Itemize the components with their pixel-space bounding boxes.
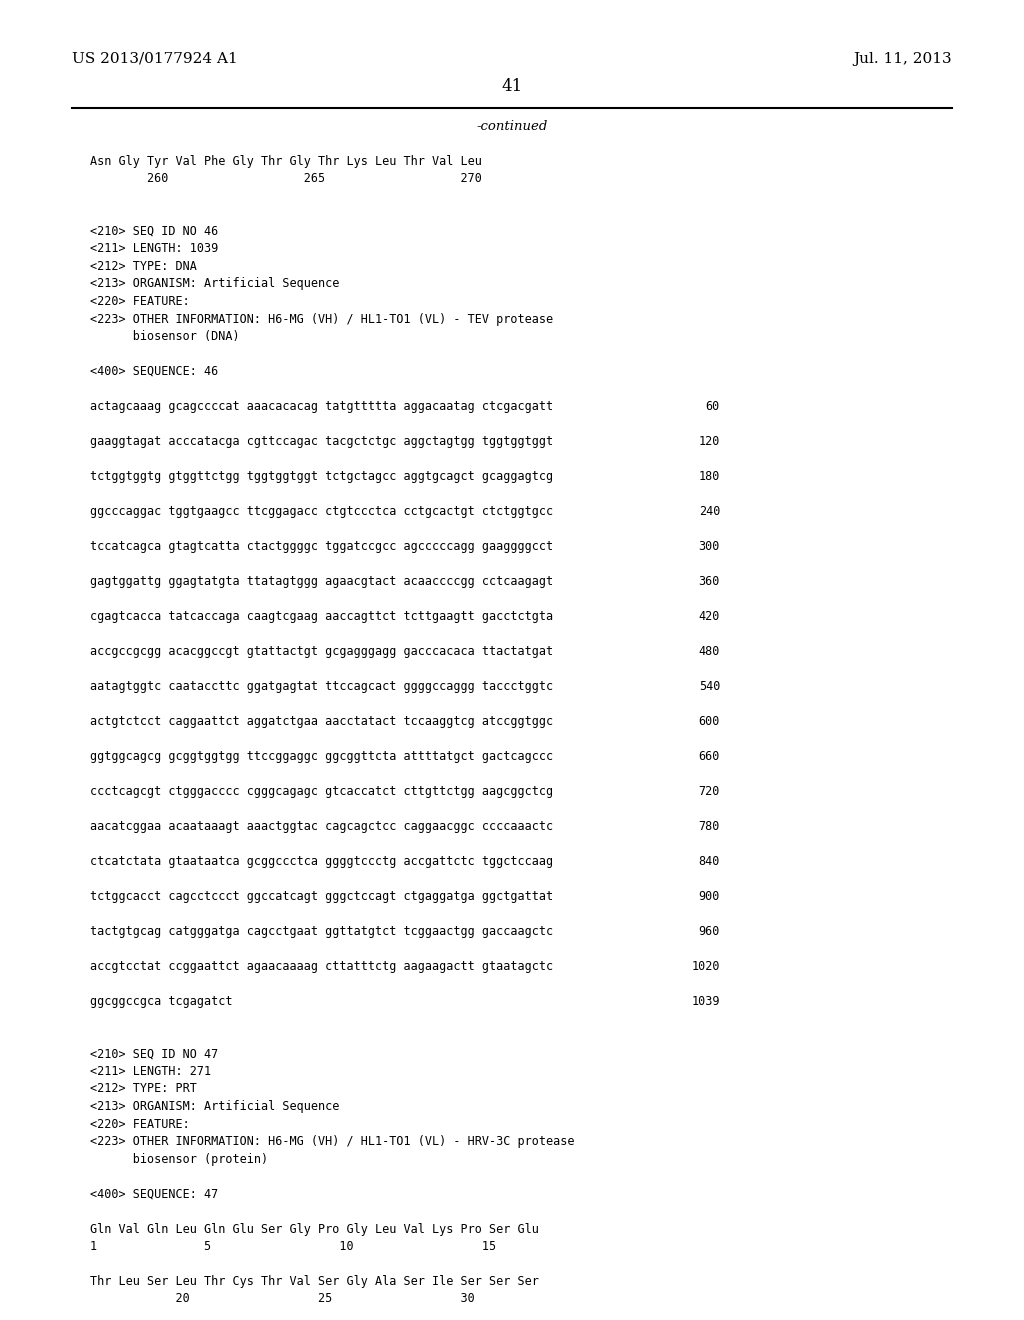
Text: ggcggccgca tcgagatct: ggcggccgca tcgagatct [90,995,232,1008]
Text: 1               5                  10                  15: 1 5 10 15 [90,1239,496,1253]
Text: <213> ORGANISM: Artificial Sequence: <213> ORGANISM: Artificial Sequence [90,1100,339,1113]
Text: 780: 780 [698,820,720,833]
Text: <223> OTHER INFORMATION: H6-MG (VH) / HL1-TO1 (VL) - HRV-3C protease: <223> OTHER INFORMATION: H6-MG (VH) / HL… [90,1135,574,1148]
Text: cgagtcacca tatcaccaga caagtcgaag aaccagttct tcttgaagtt gacctctgta: cgagtcacca tatcaccaga caagtcgaag aaccagt… [90,610,553,623]
Text: 960: 960 [698,925,720,939]
Text: tctggtggtg gtggttctgg tggtggtggt tctgctagcc aggtgcagct gcaggagtcg: tctggtggtg gtggttctgg tggtggtggt tctgcta… [90,470,553,483]
Text: accgtcctat ccggaattct agaacaaaag cttatttctg aagaagactt gtaatagctc: accgtcctat ccggaattct agaacaaaag cttattt… [90,960,553,973]
Text: 300: 300 [698,540,720,553]
Text: 480: 480 [698,645,720,657]
Text: ccctcagcgt ctgggacccc cgggcagagc gtcaccatct cttgttctgg aagcggctcg: ccctcagcgt ctgggacccc cgggcagagc gtcacca… [90,785,553,799]
Text: Gln Val Gln Leu Gln Glu Ser Gly Pro Gly Leu Val Lys Pro Ser Glu: Gln Val Gln Leu Gln Glu Ser Gly Pro Gly … [90,1222,539,1236]
Text: Thr Leu Ser Leu Thr Cys Thr Val Ser Gly Ala Ser Ile Ser Ser Ser: Thr Leu Ser Leu Thr Cys Thr Val Ser Gly … [90,1275,539,1288]
Text: <400> SEQUENCE: 46: <400> SEQUENCE: 46 [90,366,218,378]
Text: 180: 180 [698,470,720,483]
Text: <211> LENGTH: 271: <211> LENGTH: 271 [90,1065,211,1078]
Text: US 2013/0177924 A1: US 2013/0177924 A1 [72,51,238,66]
Text: accgccgcgg acacggccgt gtattactgt gcgagggagg gacccacaca ttactatgat: accgccgcgg acacggccgt gtattactgt gcgaggg… [90,645,553,657]
Text: 41: 41 [502,78,522,95]
Text: biosensor (protein): biosensor (protein) [90,1152,268,1166]
Text: 240: 240 [698,506,720,517]
Text: <210> SEQ ID NO 47: <210> SEQ ID NO 47 [90,1048,218,1060]
Text: actgtctcct caggaattct aggatctgaa aacctatact tccaaggtcg atccggtggc: actgtctcct caggaattct aggatctgaa aacctat… [90,715,553,729]
Text: 120: 120 [698,436,720,447]
Text: 1020: 1020 [691,960,720,973]
Text: 1039: 1039 [691,995,720,1008]
Text: 60: 60 [706,400,720,413]
Text: <220> FEATURE:: <220> FEATURE: [90,294,189,308]
Text: aatagtggtc caataccttc ggatgagtat ttccagcact ggggccaggg taccctggtc: aatagtggtc caataccttc ggatgagtat ttccagc… [90,680,553,693]
Text: 900: 900 [698,890,720,903]
Text: 840: 840 [698,855,720,869]
Text: <211> LENGTH: 1039: <211> LENGTH: 1039 [90,243,218,256]
Text: ctcatctata gtaataatca gcggccctca ggggtccctg accgattctc tggctccaag: ctcatctata gtaataatca gcggccctca ggggtcc… [90,855,553,869]
Text: 540: 540 [698,680,720,693]
Text: biosensor (DNA): biosensor (DNA) [90,330,240,343]
Text: gagtggattg ggagtatgta ttatagtggg agaacgtact acaaccccgg cctcaagagt: gagtggattg ggagtatgta ttatagtggg agaacgt… [90,576,553,587]
Text: 720: 720 [698,785,720,799]
Text: ggtggcagcg gcggtggtgg ttccggaggc ggcggttcta attttatgct gactcagccc: ggtggcagcg gcggtggtgg ttccggaggc ggcggtt… [90,750,553,763]
Text: <212> TYPE: DNA: <212> TYPE: DNA [90,260,197,273]
Text: 360: 360 [698,576,720,587]
Text: 260                   265                   270: 260 265 270 [90,173,482,186]
Text: Jul. 11, 2013: Jul. 11, 2013 [853,51,952,66]
Text: tctggcacct cagcctccct ggccatcagt gggctccagt ctgaggatga ggctgattat: tctggcacct cagcctccct ggccatcagt gggctcc… [90,890,553,903]
Text: Asn Gly Tyr Val Phe Gly Thr Gly Thr Lys Leu Thr Val Leu: Asn Gly Tyr Val Phe Gly Thr Gly Thr Lys … [90,154,482,168]
Text: <210> SEQ ID NO 46: <210> SEQ ID NO 46 [90,224,218,238]
Text: ggcccaggac tggtgaagcc ttcggagacc ctgtccctca cctgcactgt ctctggtgcc: ggcccaggac tggtgaagcc ttcggagacc ctgtccc… [90,506,553,517]
Text: <400> SEQUENCE: 47: <400> SEQUENCE: 47 [90,1188,218,1200]
Text: 660: 660 [698,750,720,763]
Text: tactgtgcag catgggatga cagcctgaat ggttatgtct tcggaactgg gaccaagctc: tactgtgcag catgggatga cagcctgaat ggttatg… [90,925,553,939]
Text: <213> ORGANISM: Artificial Sequence: <213> ORGANISM: Artificial Sequence [90,277,339,290]
Text: <223> OTHER INFORMATION: H6-MG (VH) / HL1-TO1 (VL) - TEV protease: <223> OTHER INFORMATION: H6-MG (VH) / HL… [90,313,553,326]
Text: tccatcagca gtagtcatta ctactggggc tggatccgcc agcccccagg gaaggggcct: tccatcagca gtagtcatta ctactggggc tggatcc… [90,540,553,553]
Text: aacatcggaa acaataaagt aaactggtac cagcagctcc caggaacggc ccccaaactc: aacatcggaa acaataaagt aaactggtac cagcagc… [90,820,553,833]
Text: 20                  25                  30: 20 25 30 [90,1292,475,1305]
Text: actagcaaag gcagccccat aaacacacag tatgttttta aggacaatag ctcgacgatt: actagcaaag gcagccccat aaacacacag tatgttt… [90,400,553,413]
Text: 420: 420 [698,610,720,623]
Text: <220> FEATURE:: <220> FEATURE: [90,1118,189,1130]
Text: 600: 600 [698,715,720,729]
Text: gaaggtagat acccatacga cgttccagac tacgctctgc aggctagtgg tggtggtggt: gaaggtagat acccatacga cgttccagac tacgctc… [90,436,553,447]
Text: -continued: -continued [476,120,548,133]
Text: <212> TYPE: PRT: <212> TYPE: PRT [90,1082,197,1096]
